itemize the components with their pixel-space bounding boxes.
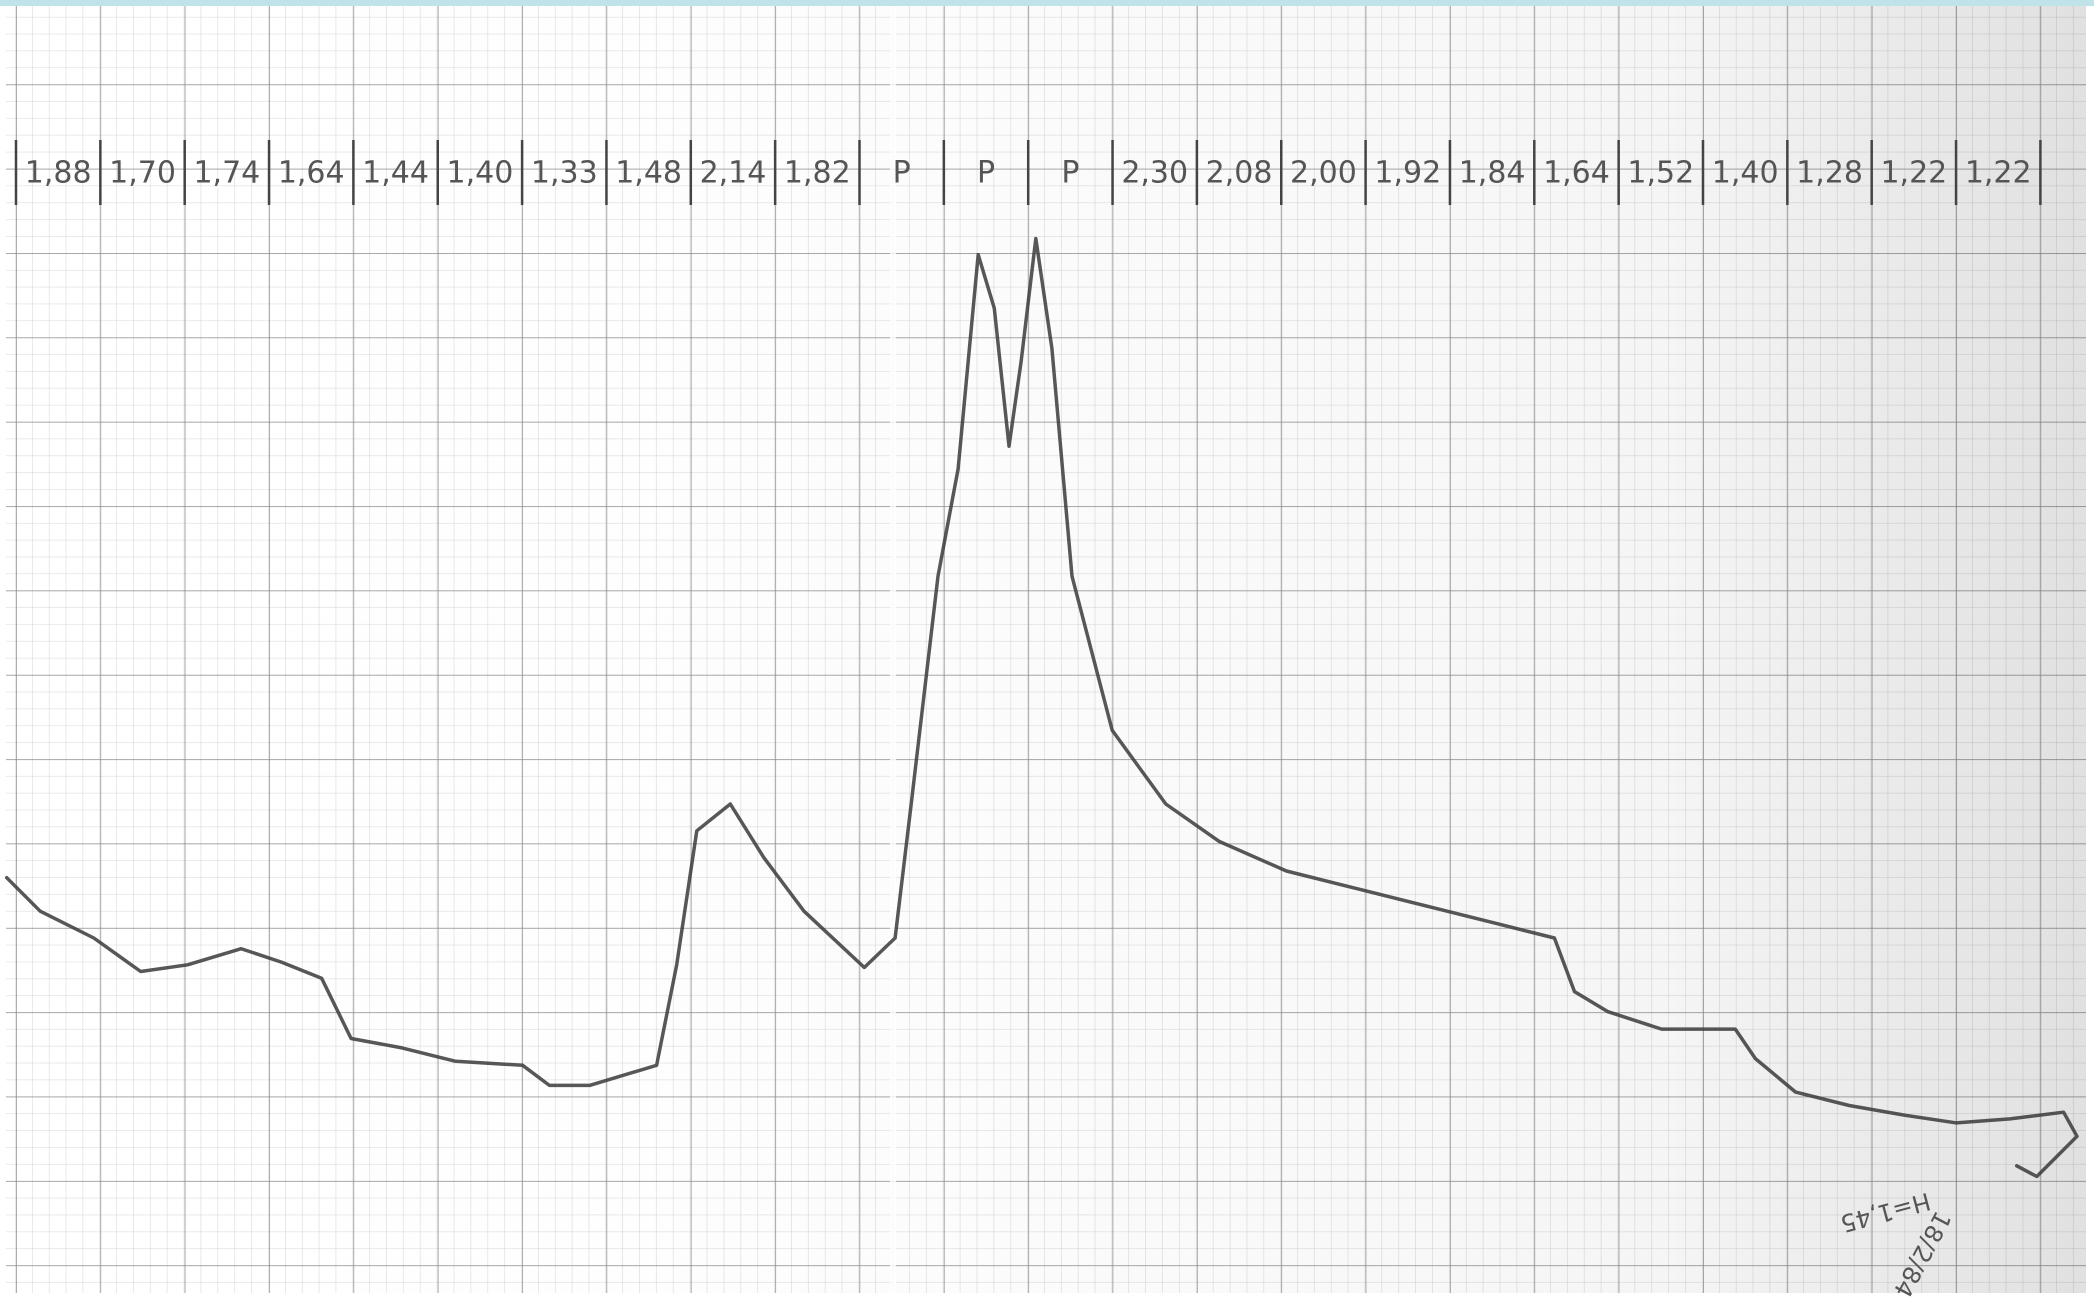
graph-sheet: 1,88 1,70 1,74 1,64 1,44 1,40 1,33 1,48 2,14 1,82… (0, 0, 2094, 1297)
column-label: 1,33 (531, 156, 598, 191)
column-label: 1,88 (25, 156, 92, 191)
column-label: 1,84 (1459, 156, 1526, 191)
column-label: 1,22 (1965, 156, 2032, 191)
column-label: 1,64 (1543, 156, 1610, 191)
column-label: 1,82 (784, 156, 851, 191)
column-label: P (1061, 156, 1079, 191)
column-label: P (893, 156, 911, 191)
top-edge (0, 0, 2094, 6)
column-label: 2,30 (1121, 156, 1188, 191)
column-label: 1,44 (362, 156, 429, 191)
column-label: 1,28 (1796, 156, 1863, 191)
column-label: 2,00 (1290, 156, 1357, 191)
column-label: 1,40 (447, 156, 514, 191)
column-label: P (977, 156, 995, 191)
column-label: 1,74 (193, 156, 260, 191)
column-label: 1,64 (278, 156, 345, 191)
column-label: 1,92 (1374, 156, 1441, 191)
column-label: 1,40 (1712, 156, 1779, 191)
column-label: 1,70 (109, 156, 176, 191)
paper-shading (6, 6, 2086, 1293)
column-label: 1,22 (1880, 156, 1947, 191)
column-label: 2,08 (1206, 156, 1273, 191)
column-label: 1,52 (1627, 156, 1694, 191)
column-label: 1,48 (615, 156, 682, 191)
column-label: 2,14 (700, 156, 767, 191)
